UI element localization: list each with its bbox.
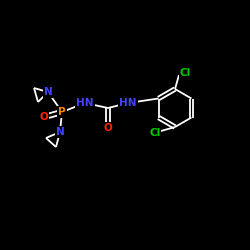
Text: O: O <box>104 123 112 133</box>
Text: Cl: Cl <box>180 68 191 78</box>
Text: P: P <box>58 107 66 117</box>
Text: HN: HN <box>76 98 94 108</box>
Text: N: N <box>44 87 52 97</box>
Text: Cl: Cl <box>150 128 160 138</box>
Text: O: O <box>40 112 48 122</box>
Text: N: N <box>56 127 64 137</box>
Text: HN: HN <box>119 98 137 108</box>
